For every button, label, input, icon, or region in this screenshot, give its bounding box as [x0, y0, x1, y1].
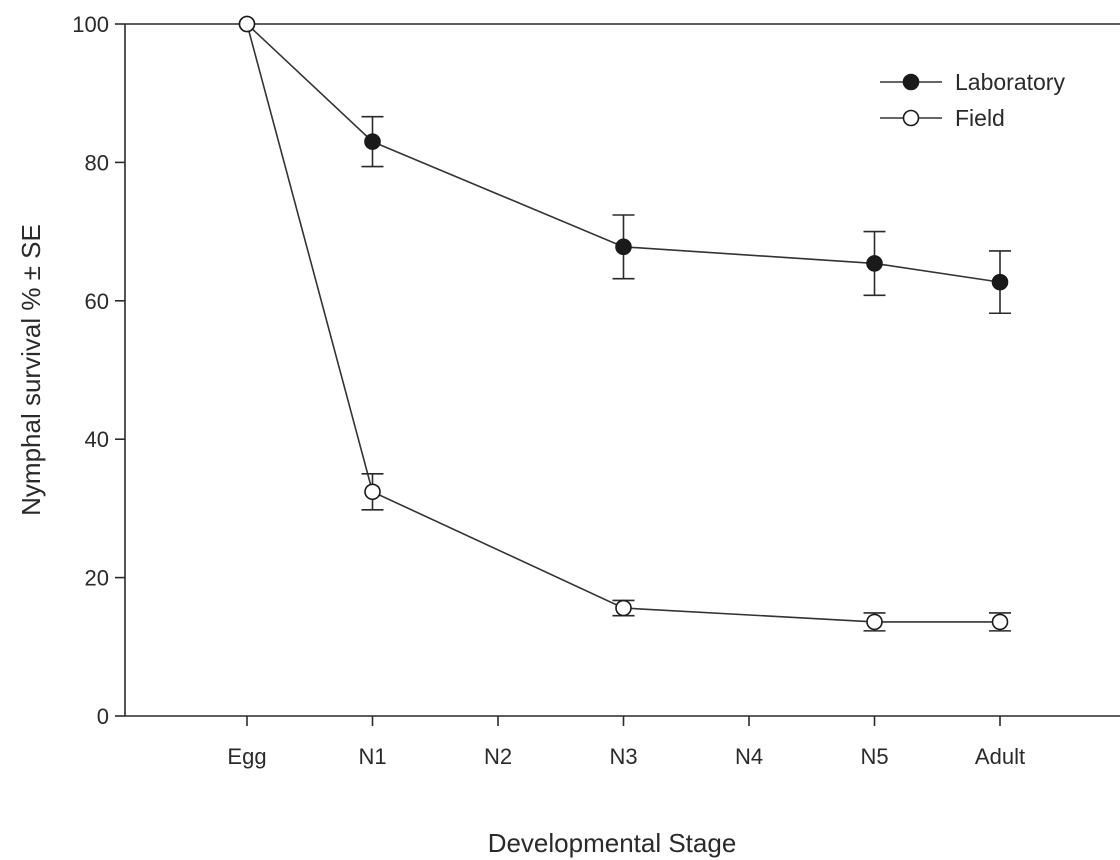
x-axis-title: Developmental Stage	[488, 828, 737, 858]
x-tick-label: N1	[358, 744, 386, 769]
axes	[124, 23, 1120, 717]
y-tick-label: 100	[72, 12, 109, 37]
legend-marker	[902, 73, 920, 91]
y-tick-label: 60	[85, 289, 109, 314]
x-tick-label: N5	[860, 744, 888, 769]
series-group	[238, 15, 1011, 632]
legend-marker	[902, 109, 920, 127]
x-tick-label: N2	[484, 744, 512, 769]
legend: Laboratory Field	[880, 69, 1065, 131]
data-point	[991, 613, 1009, 631]
x-tick-label: Egg	[227, 744, 266, 769]
data-point	[364, 483, 381, 501]
data-point	[866, 255, 883, 272]
data-point	[615, 238, 632, 256]
data-point	[866, 613, 883, 631]
data-point	[615, 599, 632, 617]
legend-label: Field	[955, 105, 1005, 131]
y-tick-label: 20	[85, 566, 109, 591]
x-axis-ticks: Egg N1 N2 N3 N4 N5 Adult	[227, 716, 1025, 769]
x-tick-label: N4	[735, 744, 763, 769]
data-point	[364, 133, 381, 150]
y-tick-label: 40	[85, 427, 109, 452]
x-tick-label: N3	[609, 744, 637, 769]
x-tick-label: Adult	[975, 744, 1025, 769]
y-axis-ticks: 0 20 40 60 80 100	[72, 12, 125, 729]
series-line-field	[246, 23, 1000, 623]
data-point	[991, 273, 1009, 291]
data-point	[238, 15, 256, 33]
legend-label: Laboratory	[955, 69, 1065, 95]
y-tick-label: 80	[85, 150, 109, 175]
y-axis-title: Nymphal survival % ± SE	[16, 224, 46, 516]
y-tick-label: 0	[97, 704, 109, 729]
